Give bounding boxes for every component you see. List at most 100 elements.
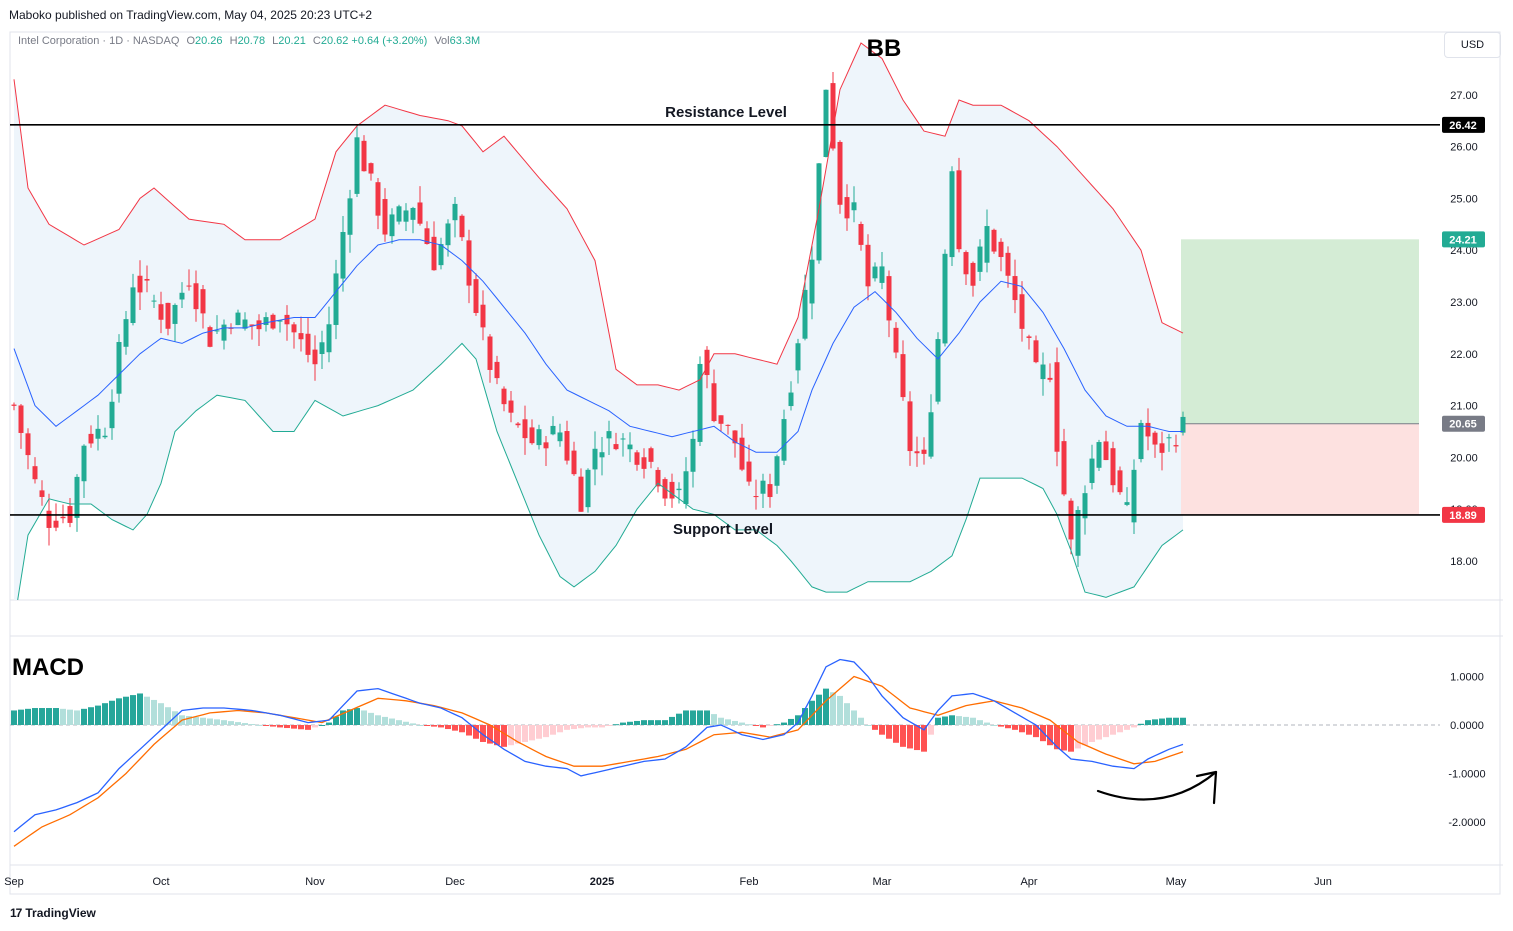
- candle: [879, 266, 885, 283]
- candle: [571, 450, 577, 475]
- candle: [564, 431, 570, 461]
- candle: [739, 437, 745, 470]
- main-pane: [11, 42, 1419, 600]
- macd-histogram-bar: [480, 725, 486, 742]
- candle: [1089, 458, 1095, 483]
- candle: [333, 273, 339, 325]
- target-price-tag: 24.21: [1449, 234, 1477, 246]
- macd-tick-label: 0.0000: [1450, 720, 1484, 732]
- candle: [305, 333, 311, 355]
- candle: [781, 419, 787, 461]
- macd-histogram-bar: [1054, 725, 1060, 750]
- candle: [1033, 340, 1039, 363]
- candle: [907, 401, 913, 452]
- macd-histogram-bar: [781, 722, 787, 725]
- candle: [1047, 377, 1053, 380]
- macd-histogram-bar: [844, 703, 850, 725]
- macd-histogram-bar: [263, 725, 269, 726]
- macd-histogram-bar: [67, 709, 73, 725]
- candle: [802, 289, 808, 339]
- price-tick-label: 27.00: [1450, 90, 1478, 102]
- candle: [284, 314, 290, 325]
- macd-histogram-bar: [403, 721, 409, 725]
- macd-histogram-bar: [193, 716, 199, 725]
- bb-lower-line: [17, 342, 1184, 600]
- candle: [312, 349, 318, 365]
- candle: [711, 383, 717, 422]
- macd-histogram-bar: [683, 710, 689, 725]
- currency-button[interactable]: USD: [1444, 32, 1501, 58]
- open-label: O: [186, 35, 196, 47]
- candle: [242, 319, 248, 329]
- macd-histogram-bar: [32, 708, 38, 725]
- candle: [851, 202, 857, 211]
- macd-histogram-bar: [529, 725, 535, 741]
- macd-histogram-bar: [725, 719, 731, 725]
- candle: [592, 448, 598, 470]
- tradingview-logo-text: TradingView: [25, 906, 96, 920]
- candle: [557, 432, 563, 442]
- macd-histogram-bar: [1173, 717, 1179, 725]
- time-tick-label: Apr: [1020, 876, 1037, 888]
- candle: [928, 412, 934, 457]
- candle: [683, 471, 689, 504]
- candle: [109, 401, 115, 429]
- price-tick-label: 24.00: [1450, 245, 1478, 257]
- candle: [634, 452, 640, 465]
- candle: [1054, 362, 1060, 452]
- macd-histogram-bar: [25, 708, 31, 725]
- macd-histogram-bar: [438, 725, 444, 728]
- macd-histogram-bar: [564, 725, 570, 730]
- candle: [543, 442, 549, 449]
- candle: [669, 481, 675, 499]
- macd-histogram-bar: [312, 725, 318, 728]
- chart-frame: [9, 31, 1501, 895]
- support-label: Support Level: [673, 521, 773, 538]
- macd-histogram-bar: [746, 724, 752, 726]
- candle: [774, 456, 780, 486]
- macd-histogram-bar: [1012, 725, 1018, 730]
- macd-histogram-bar: [109, 700, 115, 725]
- candle: [522, 419, 528, 439]
- bb-upper-line: [13, 42, 1184, 391]
- tradingview-logo: 17 TradingView: [10, 906, 96, 920]
- candle: [347, 198, 353, 235]
- candle: [1040, 364, 1046, 380]
- resistance-price-tag-bg: [1442, 116, 1485, 133]
- candle: [263, 317, 269, 326]
- macd-histogram-bar: [550, 725, 556, 735]
- macd-title: MACD: [12, 654, 84, 681]
- macd-histogram-bar: [760, 725, 766, 728]
- resistance-price-tag: 26.42: [1449, 120, 1477, 132]
- macd-histogram-bar: [963, 716, 969, 725]
- candle: [725, 424, 731, 426]
- low-label: L: [272, 35, 279, 47]
- candle: [193, 283, 199, 310]
- macd-histogram-bar: [452, 725, 458, 731]
- macd-histogram-bar: [1019, 725, 1025, 733]
- macd-histogram-bar: [1082, 725, 1088, 746]
- price-tick-label: 25.00: [1450, 193, 1478, 205]
- candle: [921, 449, 927, 454]
- candle: [438, 244, 444, 266]
- change-value: +0.64 (+3.20%): [351, 35, 428, 47]
- candle: [1152, 432, 1158, 445]
- entry-price-tag-bg: [1442, 415, 1485, 432]
- macd-histogram-bar: [410, 723, 416, 725]
- macd-histogram-bar: [634, 720, 640, 725]
- macd-histogram-bar: [536, 725, 542, 739]
- candle: [46, 510, 52, 528]
- candle: [1019, 294, 1025, 329]
- macd-histogram-bar: [788, 718, 794, 725]
- symbol-info: Intel Corporation · 1D · NASDAQ: [18, 35, 180, 47]
- candle: [970, 262, 976, 286]
- price-tick-label: 26.00: [1450, 142, 1478, 154]
- macd-histogram-bar: [1005, 725, 1011, 729]
- macd-histogram-bar: [571, 725, 577, 730]
- macd-histogram-bar: [382, 716, 388, 725]
- bb-basis-line: [13, 239, 1183, 453]
- candle: [431, 236, 437, 271]
- macd-histogram-bar: [354, 708, 360, 725]
- publisher-credit: Maboko published on TradingView.com, May…: [9, 8, 372, 22]
